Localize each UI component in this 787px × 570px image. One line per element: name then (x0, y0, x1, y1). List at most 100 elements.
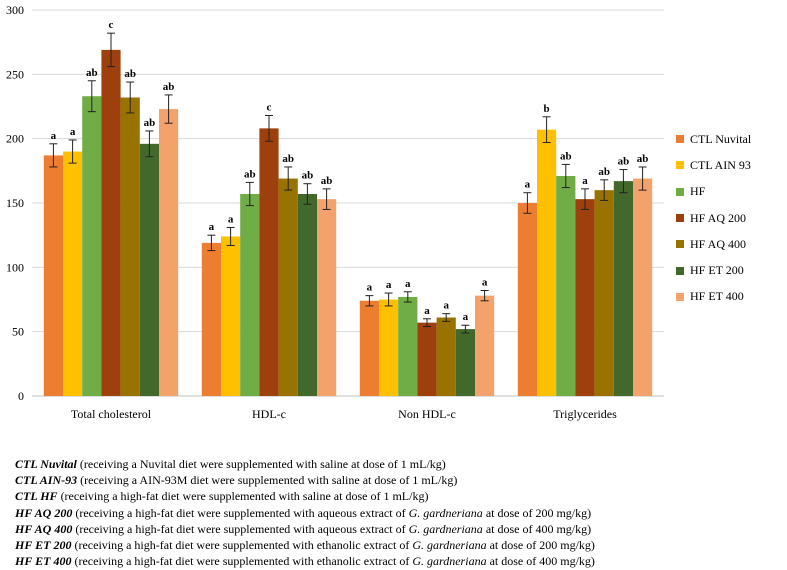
legend-item: HF AQ 400 (676, 231, 751, 257)
significance-label: ab (163, 81, 175, 93)
bar (455, 329, 475, 396)
bar (221, 236, 241, 396)
significance-label: a (386, 279, 392, 291)
bar (633, 178, 653, 396)
footnote-species: G. gardneriana (408, 521, 483, 536)
footnote-text: (receiving a AIN-93M diet were supplemen… (77, 473, 458, 488)
bar (436, 317, 456, 396)
footnote: CTL AIN-93 (receiving a AIN-93M diet wer… (15, 472, 595, 488)
significance-label: a (424, 305, 430, 317)
legend-item: HF (676, 179, 751, 205)
footnote-text: (receiving a high-fat diet were suppleme… (72, 521, 409, 536)
significance-label: ab (244, 168, 256, 180)
bar (259, 128, 279, 396)
x-tick-label: Total cholesterol (71, 407, 152, 421)
significance-label: a (582, 175, 588, 187)
legend-swatch-icon (676, 135, 684, 144)
footnote-text: at dose of 400 mg/kg) (486, 554, 595, 569)
significance-label: a (51, 130, 57, 142)
bar (240, 193, 260, 396)
bar (159, 109, 179, 396)
legend-item: HF ET 400 (676, 284, 751, 310)
footnote: HF ET 400 (receiving a high-fat diet wer… (15, 553, 595, 569)
significance-label: ab (144, 117, 156, 129)
bar (379, 299, 399, 396)
legend-swatch-icon (676, 266, 684, 275)
significance-label: ab (302, 170, 314, 182)
bar (556, 175, 576, 396)
legend-item: HF AQ 200 (676, 205, 751, 231)
footnote: CTL HF (receiving a high-fat diet were s… (15, 488, 595, 504)
chart-legend: CTL Nuvital CTL AIN 93 HF HF AQ 200 HF A… (676, 126, 751, 310)
significance-label: a (70, 126, 76, 138)
legend-label: CTL Nuvital (690, 131, 752, 146)
footnote: HF AQ 200 (receiving a high-fat diet wer… (15, 505, 595, 521)
footnote-text: (receiving a high-fat diet were suppleme… (57, 489, 429, 504)
legend-label: CTL AIN 93 (690, 157, 751, 172)
bar (297, 193, 317, 396)
footnote: CTL Nuvital (receiving a Nuvital diet we… (15, 456, 595, 472)
significance-label: a (228, 213, 234, 225)
legend-swatch-icon (676, 214, 684, 223)
y-tick-label: 150 (6, 196, 24, 210)
significance-label: ab (124, 68, 136, 80)
legend-item: HF ET 200 (676, 257, 751, 283)
bar (517, 203, 537, 396)
footnote-term: HF AQ 400 (15, 521, 73, 536)
significance-label: ab (86, 67, 98, 79)
footnote-term: HF ET 200 (15, 538, 72, 553)
significance-label: a (367, 282, 373, 294)
footnote: HF ET 200 (receiving a high-fat diet wer… (15, 537, 595, 553)
significance-label: a (525, 179, 531, 191)
significance-label: ab (282, 153, 294, 165)
legend-label: HF ET 400 (690, 289, 744, 304)
footnote-term: CTL Nuvital (15, 457, 77, 471)
significance-label: c (109, 19, 114, 31)
footnote-species: G. gardneriana (412, 538, 487, 553)
bar (201, 242, 221, 396)
bar (575, 199, 595, 396)
bar (43, 155, 63, 396)
significance-label: a (463, 311, 469, 323)
y-tick-label: 50 (12, 325, 24, 339)
bar (398, 296, 418, 396)
bar (359, 300, 379, 396)
significance-label: ab (321, 175, 333, 187)
footnote-text: at dose of 400 mg/kg) (482, 521, 592, 536)
bar (82, 96, 102, 396)
footnote-text: at dose of 200 mg/kg) (482, 505, 592, 520)
y-tick-label: 200 (6, 132, 24, 146)
footnote-term: HF ET 400 (15, 554, 72, 569)
x-tick-label: Non HDL-c (398, 407, 456, 421)
bar (594, 190, 614, 396)
x-tick-label: Triglycerides (553, 407, 617, 421)
bar (101, 49, 121, 397)
bar (537, 129, 557, 396)
significance-label: ab (637, 153, 649, 165)
legend-swatch-icon (676, 161, 684, 170)
significance-label: a (443, 300, 449, 312)
significance-label: a (405, 278, 411, 290)
footnote-text: (receiving a high-fat diet were suppleme… (71, 538, 413, 553)
y-tick-label: 250 (6, 67, 24, 81)
bar (317, 199, 337, 396)
legend-swatch-icon (676, 240, 684, 249)
significance-label: c (267, 102, 272, 114)
footnote-species: G. gardneriana (412, 554, 487, 569)
significance-label: b (544, 103, 550, 115)
footnote-text: at dose of 200 mg/kg) (486, 538, 595, 553)
footnote-term: CTL HF (15, 489, 58, 504)
footnote-text: (receiving a high-fat diet were suppleme… (71, 554, 413, 569)
legend-label: HF ET 200 (690, 263, 744, 278)
y-tick-label: 0 (18, 389, 24, 403)
footnote-text: (receiving a high-fat diet were suppleme… (72, 505, 409, 520)
significance-label: ab (560, 150, 572, 162)
footnote-term: CTL AIN-93 (15, 473, 78, 488)
legend-label: HF (690, 184, 706, 199)
footnote-text: (receiving a Nuvital diet were supplemen… (76, 457, 446, 471)
footnote: HF AQ 400 (receiving a high-fat diet wer… (15, 521, 595, 537)
y-tick-label: 300 (6, 3, 24, 17)
legend-swatch-icon (676, 187, 684, 196)
y-tick-label: 100 (6, 260, 24, 274)
